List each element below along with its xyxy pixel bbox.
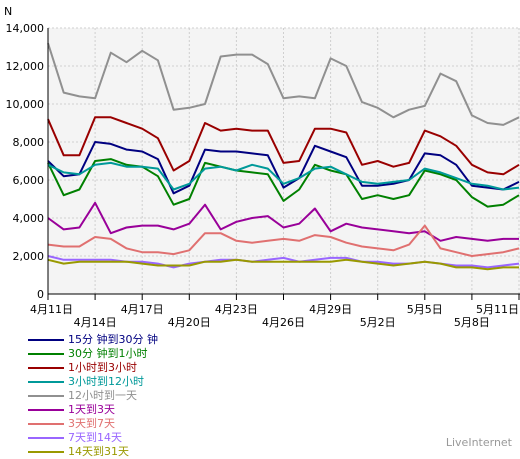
legend-item: 1天到3天 — [28, 403, 158, 417]
legend-label: 3小时到12小时 — [68, 375, 144, 388]
y-tick-label: 0 — [37, 288, 44, 301]
watermark: LiveInternet — [445, 436, 512, 449]
legend-item: 3天到7天 — [28, 417, 158, 431]
legend-swatch — [28, 381, 64, 383]
series-line-5 — [47, 42, 520, 126]
legend-label: 1天到3天 — [68, 403, 115, 416]
legend-item: 7天到14天 — [28, 431, 158, 445]
legend-label: 12小时到一天 — [68, 389, 137, 402]
legend-swatch — [28, 437, 64, 439]
x-tick-label: 4月29日 — [309, 303, 352, 316]
legend-swatch — [28, 353, 64, 355]
y-tick-label: 10,000 — [6, 98, 45, 111]
legend-swatch — [28, 395, 64, 397]
legend-label: 15分 钟到30分 钟 — [68, 333, 158, 346]
series-line-9 — [47, 258, 519, 271]
y-tick-label: 4,000 — [13, 212, 45, 225]
line-chart: 02,0004,0006,0008,00010,00012,00014,000 … — [4, 5, 520, 329]
axes — [47, 28, 520, 295]
x-tick-label: 5月8日 — [454, 316, 490, 329]
x-tick-label: 5月5日 — [407, 303, 443, 316]
legend-item: 14天到31天 — [28, 445, 158, 459]
x-tick-label: 4月20日 — [168, 316, 211, 329]
y-tick-label: 8,000 — [13, 136, 45, 149]
legend-item: 1小时到3小时 — [28, 361, 158, 375]
y-tick-label: 14,000 — [6, 22, 45, 35]
y-tick-label: 6,000 — [13, 174, 45, 187]
legend-item: 30分 钟到1小时 — [28, 347, 158, 361]
series-line-6 — [47, 201, 519, 242]
legend-label: 1小时到3小时 — [68, 361, 137, 374]
y-axis-label: N — [4, 5, 12, 18]
series-line-1 — [47, 141, 520, 195]
legend-label: 14天到31天 — [68, 445, 129, 458]
y-tick-label: 2,000 — [13, 250, 45, 263]
legend-item: 12小时到一天 — [28, 389, 158, 403]
legend-swatch — [28, 339, 64, 341]
x-tick-label: 4月14日 — [74, 316, 117, 329]
series-line-3 — [47, 116, 520, 176]
legend-item: 15分 钟到30分 钟 — [28, 333, 158, 347]
series-line-7 — [47, 224, 520, 257]
legend-label: 30分 钟到1小时 — [68, 347, 148, 360]
legend-swatch — [28, 451, 64, 453]
y-tick-labels: 0 2,000 4,000 6,000 8,000 10,000 12,000 14,000 — [6, 22, 45, 301]
legend-label: 3天到7天 — [68, 417, 115, 430]
series-line-4 — [47, 161, 520, 191]
legend: 15分 钟到30分 钟 30分 钟到1小时 1小时到3小时 3小时到12小时 12小时到… — [28, 333, 158, 459]
x-tick-label: 4月26日 — [262, 316, 305, 329]
legend-swatch — [28, 367, 64, 369]
x-tick-label: 5月11日 — [476, 303, 519, 316]
y-tick-label: 12,000 — [6, 60, 45, 73]
x-tick-label: 4月23日 — [215, 303, 258, 316]
legend-item: 3小时到12小时 — [28, 375, 158, 389]
x-tick-label: 5月2日 — [360, 316, 396, 329]
x-tick-label: 4月17日 — [121, 303, 164, 316]
series-lines — [47, 42, 520, 271]
x-tick-label: 4月11日 — [30, 303, 73, 316]
series-line-2 — [47, 158, 520, 208]
legend-swatch — [28, 423, 64, 425]
legend-swatch — [28, 409, 64, 411]
legend-label: 7天到14天 — [68, 431, 122, 444]
